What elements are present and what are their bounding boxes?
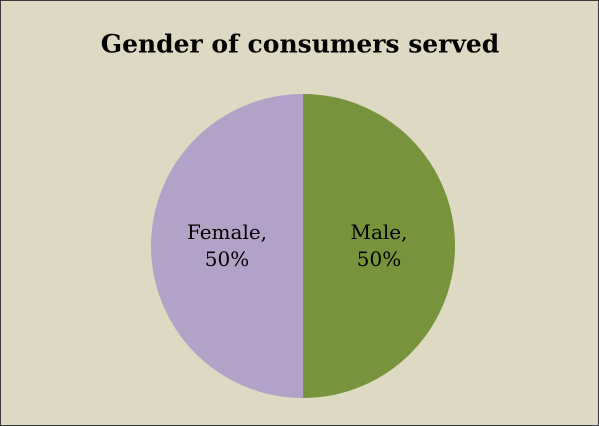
data-label-category: Male, [351,220,408,244]
data-label-value: 50% [357,247,401,271]
chart-title: Gender of consumers served [101,30,500,59]
data-label-value: 50% [205,247,249,271]
pie-slice [151,94,303,398]
data-label-category: Female, [187,220,267,244]
pie-slice [303,94,455,398]
data-label: Male, 50% [351,220,408,271]
data-label: Female, 50% [187,220,267,271]
